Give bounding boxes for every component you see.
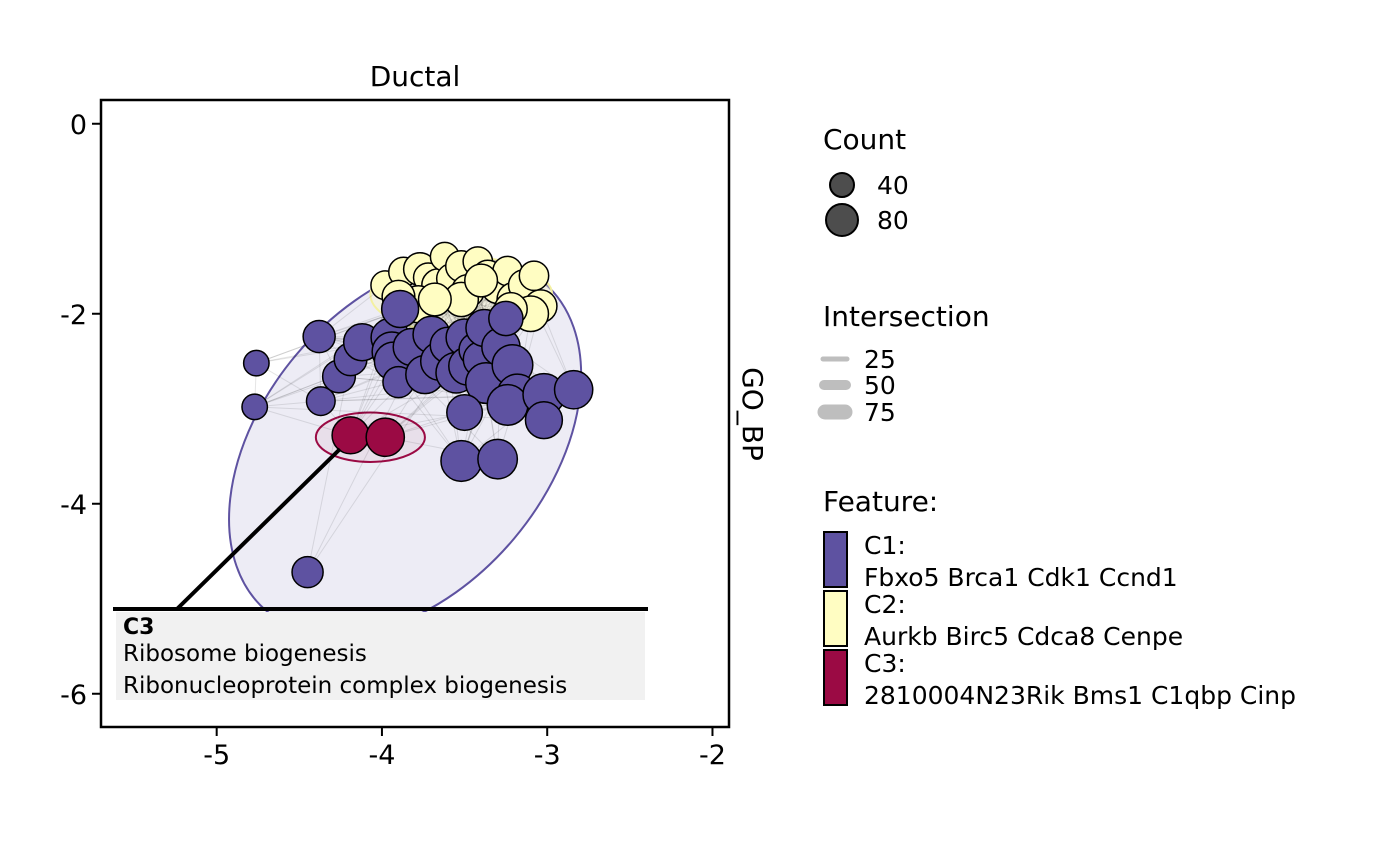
node-c3-1	[365, 417, 406, 458]
legend-intersection-label-50: 50	[864, 371, 896, 400]
node-c1-25	[488, 300, 524, 337]
node-c1-28	[486, 383, 529, 427]
annotation-line-1: Ribosome biogenesis	[123, 641, 367, 667]
legend-feature: Feature: C1: Fbxo5 Brca1 Cdk1 Ccnd1 C2: …	[823, 485, 1296, 710]
network-edge	[307, 359, 352, 573]
annotation-leader-line	[175, 447, 342, 611]
y-tick-label: -6	[60, 680, 87, 711]
legend-feature-label-c3: C3:	[864, 649, 906, 678]
legend-intersection-label-75: 75	[864, 398, 896, 427]
legend-count-title: Count	[823, 123, 906, 156]
chart-title: Ductal	[370, 60, 461, 93]
legend-count-symbol-80	[825, 203, 859, 237]
x-tick-label: -2	[699, 740, 726, 771]
node-c1-29	[446, 394, 484, 432]
node-c1-31	[524, 400, 564, 440]
node-c3-0	[331, 416, 370, 455]
node-c2-23	[417, 282, 452, 317]
plot-panel-border	[99, 98, 731, 729]
node-c1-32	[553, 369, 594, 410]
plot-area: C3 Ribosome biogenesis Ribonucleoprotein…	[113, 241, 648, 700]
legend-feature-swatch-c1	[823, 531, 848, 588]
node-c1-1	[241, 393, 269, 421]
node-c1-2	[302, 319, 336, 354]
legend-count-label-80: 80	[877, 206, 909, 235]
legend-feature-swatch-c2	[823, 590, 848, 647]
node-c1-35	[291, 555, 324, 589]
cluster-annotation: C3 Ribosome biogenesis Ribonucleoprotein…	[113, 447, 648, 700]
legend-intersection-title: Intersection	[823, 300, 990, 333]
legend-count-label-40: 40	[877, 171, 909, 200]
annotation-box	[116, 612, 645, 700]
x-tick-label: -3	[534, 740, 561, 771]
legend-feature-label-c2: C2:	[864, 590, 906, 619]
node-c1-33	[440, 439, 483, 483]
legend-feature-title: Feature:	[823, 485, 938, 518]
node-c1-3	[305, 386, 336, 417]
y-tick-label: -4	[60, 490, 87, 521]
legend-feature-label-c1: C1:	[864, 531, 906, 560]
network-nodes	[241, 241, 594, 589]
node-c2-15	[518, 260, 550, 292]
legend-feature-swatch-c3	[823, 649, 848, 706]
axes: -5 -4 -3 -2 0 -2 -4 -6	[60, 110, 726, 771]
node-c1-34	[477, 438, 519, 480]
annotation-title: C3	[123, 615, 154, 640]
y-tick-label: -2	[60, 300, 87, 331]
node-c1-11	[380, 289, 420, 329]
legend-count: Count 40 80	[823, 123, 909, 237]
node-c2-21	[464, 263, 499, 298]
x-tick-label: -4	[368, 740, 395, 771]
y-tick-label: 0	[70, 110, 87, 141]
strip-label: GO_BP	[736, 367, 769, 461]
legend-feature-genes-c3: 2810004N23Rik Bms1 C1qbp Cinp	[864, 681, 1296, 710]
legend-feature-genes-c2: Aurkb Birc5 Cdca8 Cenpe	[864, 622, 1183, 651]
legend-intersection: Intersection 25 50 75	[817, 300, 990, 427]
legend-intersection-label-25: 25	[864, 345, 896, 374]
legend-feature-genes-c1: Fbxo5 Brca1 Cdk1 Ccnd1	[864, 563, 1178, 592]
legend-count-symbol-40	[829, 172, 855, 198]
annotation-line-2: Ribonucleoprotein complex biogenesis	[123, 673, 567, 699]
x-tick-label: -5	[203, 740, 230, 771]
node-c1-0	[242, 349, 270, 377]
